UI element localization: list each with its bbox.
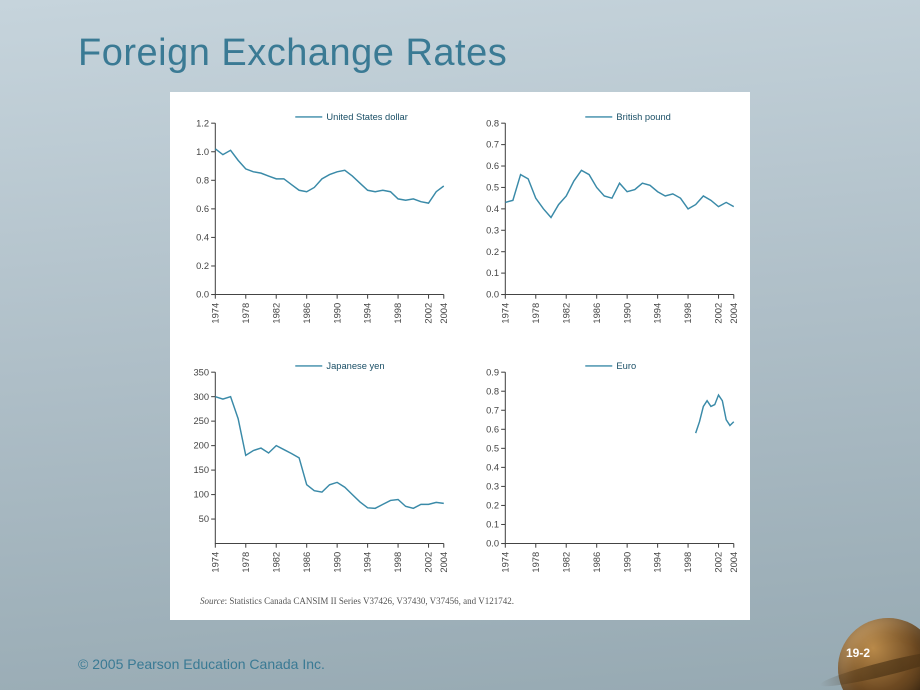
svg-text:2004: 2004 <box>439 303 449 324</box>
svg-text:0.1: 0.1 <box>486 519 499 529</box>
chart-jpy: 50 100 150 200 250 300 350 1974 1978 1982 1986 1990… <box>180 351 450 590</box>
svg-text:1986: 1986 <box>302 551 312 572</box>
svg-text:200: 200 <box>193 440 209 450</box>
svg-text:1974: 1974 <box>210 303 220 324</box>
svg-text:50: 50 <box>199 514 209 524</box>
svg-text:1978: 1978 <box>241 551 251 572</box>
svg-text:250: 250 <box>193 416 209 426</box>
svg-text:2002: 2002 <box>424 551 434 572</box>
svg-text:0.7: 0.7 <box>486 405 499 415</box>
svg-text:Japanese yen: Japanese yen <box>326 361 384 371</box>
svg-text:1994: 1994 <box>363 551 373 572</box>
svg-text:1990: 1990 <box>332 551 342 572</box>
svg-text:0.0: 0.0 <box>486 290 499 300</box>
svg-text:1982: 1982 <box>271 303 281 324</box>
svg-text:1998: 1998 <box>393 303 403 324</box>
svg-text:0.4: 0.4 <box>486 462 499 472</box>
svg-text:0.2: 0.2 <box>196 261 209 271</box>
svg-text:0.2: 0.2 <box>486 500 499 510</box>
source-body: : Statistics Canada CANSIM II Series V37… <box>225 596 514 606</box>
slide-root: Foreign Exchange Rates 0.0 0.2 0.4 0.6 0.8 1.… <box>0 0 920 690</box>
svg-text:0.9: 0.9 <box>486 367 499 377</box>
svg-text:1994: 1994 <box>363 303 373 324</box>
svg-text:0.6: 0.6 <box>486 161 499 171</box>
svg-text:2004: 2004 <box>439 551 449 572</box>
svg-text:1974: 1974 <box>210 551 220 572</box>
svg-text:0.3: 0.3 <box>486 481 499 491</box>
svg-text:1982: 1982 <box>561 551 571 572</box>
svg-text:0.5: 0.5 <box>486 183 499 193</box>
svg-text:0.0: 0.0 <box>486 538 499 548</box>
svg-text:1.0: 1.0 <box>196 147 209 157</box>
svg-text:1974: 1974 <box>500 551 510 572</box>
svg-text:1994: 1994 <box>653 551 663 572</box>
svg-text:1990: 1990 <box>622 551 632 572</box>
svg-text:0.6: 0.6 <box>486 424 499 434</box>
svg-text:0.4: 0.4 <box>196 233 209 243</box>
chart-panel: 0.0 0.2 0.4 0.6 0.8 1.0 1.2 1974 1978 1982 1986 199… <box>170 92 750 620</box>
chart-eur: 0.0 0.1 0.2 0.3 0.4 0.5 0.6 0.7 0.8 0.9 1974 1978 19… <box>470 351 740 590</box>
svg-text:0.7: 0.7 <box>486 140 499 150</box>
svg-text:1974: 1974 <box>500 303 510 324</box>
svg-text:1998: 1998 <box>683 303 693 324</box>
svg-text:1998: 1998 <box>393 551 403 572</box>
svg-text:2004: 2004 <box>729 303 739 324</box>
svg-text:350: 350 <box>193 367 209 377</box>
svg-text:2002: 2002 <box>424 303 434 324</box>
svg-text:1978: 1978 <box>241 303 251 324</box>
svg-text:0.4: 0.4 <box>486 204 499 214</box>
svg-text:150: 150 <box>193 465 209 475</box>
svg-text:1994: 1994 <box>653 303 663 324</box>
svg-text:2002: 2002 <box>714 303 724 324</box>
svg-text:0.8: 0.8 <box>196 175 209 185</box>
svg-text:0.0: 0.0 <box>196 290 209 300</box>
svg-text:1982: 1982 <box>271 551 281 572</box>
chart-grid: 0.0 0.2 0.4 0.6 0.8 1.0 1.2 1974 1978 1982 1986 199… <box>180 102 740 582</box>
source-text: Source: Statistics Canada CANSIM II Seri… <box>200 596 514 606</box>
svg-text:1986: 1986 <box>592 551 602 572</box>
copyright-text: © 2005 Pearson Education Canada Inc. <box>78 656 325 672</box>
svg-text:100: 100 <box>193 489 209 499</box>
svg-text:0.8: 0.8 <box>486 386 499 396</box>
svg-text:300: 300 <box>193 391 209 401</box>
chart-usd: 0.0 0.2 0.4 0.6 0.8 1.0 1.2 1974 1978 1982 1986 199… <box>180 102 450 341</box>
svg-text:2004: 2004 <box>729 551 739 572</box>
svg-text:0.1: 0.1 <box>486 268 499 278</box>
svg-text:1986: 1986 <box>302 303 312 324</box>
svg-text:0.6: 0.6 <box>196 204 209 214</box>
svg-text:1986: 1986 <box>592 303 602 324</box>
svg-text:British pound: British pound <box>616 112 670 122</box>
svg-text:2002: 2002 <box>714 551 724 572</box>
svg-text:United States dollar: United States dollar <box>326 112 407 122</box>
svg-text:1978: 1978 <box>531 551 541 572</box>
chart-gbp: 0.0 0.1 0.2 0.3 0.4 0.5 0.6 0.7 0.8 1974 1978 1982 1… <box>470 102 740 341</box>
svg-text:0.3: 0.3 <box>486 225 499 235</box>
svg-text:1990: 1990 <box>622 303 632 324</box>
svg-text:0.8: 0.8 <box>486 118 499 128</box>
page-number: 19-2 <box>846 646 870 660</box>
svg-text:1.2: 1.2 <box>196 118 209 128</box>
svg-text:1978: 1978 <box>531 303 541 324</box>
svg-text:1982: 1982 <box>561 303 571 324</box>
source-label: Source <box>200 596 225 606</box>
svg-text:0.2: 0.2 <box>486 247 499 257</box>
svg-text:Euro: Euro <box>616 361 636 371</box>
svg-text:0.5: 0.5 <box>486 443 499 453</box>
svg-text:1990: 1990 <box>332 303 342 324</box>
svg-text:1998: 1998 <box>683 551 693 572</box>
slide-title: Foreign Exchange Rates <box>78 32 507 75</box>
